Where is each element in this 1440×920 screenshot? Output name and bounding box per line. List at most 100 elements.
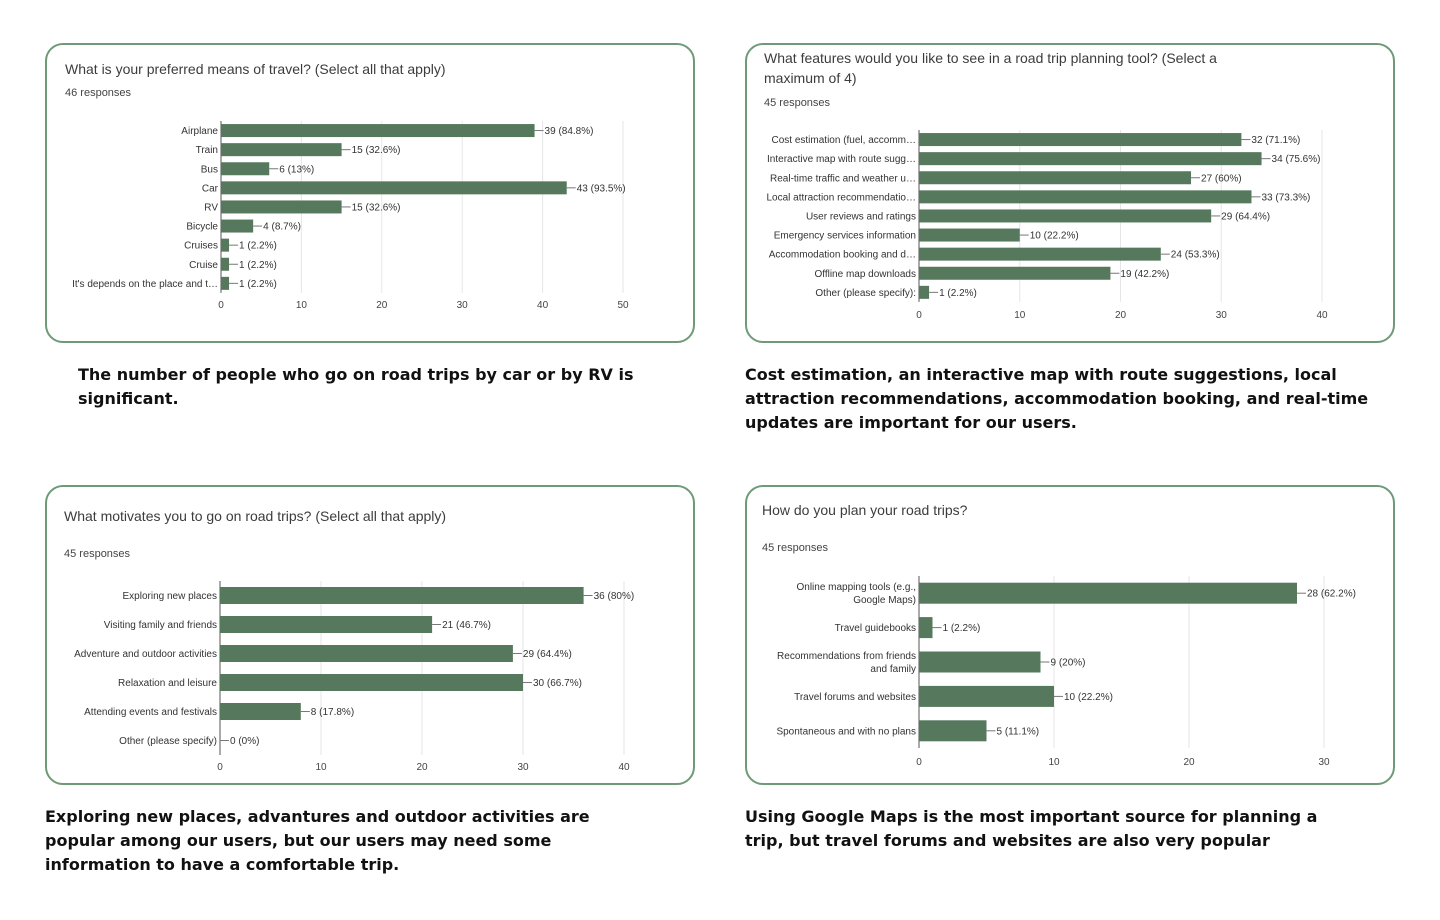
- chart-card-planning-methods: [745, 485, 1395, 785]
- category-label: Offline map downloads: [814, 269, 916, 280]
- category-label: Attending events and festivals: [84, 707, 217, 718]
- x-tick-label: 10: [1048, 757, 1060, 768]
- category-label: Local attraction recommendatio…: [766, 192, 916, 203]
- x-tick-label: 0: [218, 300, 224, 311]
- data-label: 10 (22.2%): [1064, 692, 1113, 703]
- data-label: 30 (66.7%): [533, 678, 582, 689]
- bar: [220, 703, 301, 720]
- data-label: 5 (11.1%): [997, 726, 1040, 737]
- category-label: Google Maps): [853, 595, 916, 606]
- x-tick-label: 0: [916, 757, 922, 768]
- category-label: Relaxation and leisure: [118, 678, 217, 689]
- bar: [919, 190, 1252, 204]
- category-label: Interactive map with route sugg…: [767, 154, 916, 165]
- bar: [919, 171, 1192, 185]
- category-label: Emergency services information: [774, 231, 916, 242]
- data-label: 0 (0%): [230, 736, 259, 747]
- x-tick-label: 10: [296, 300, 308, 311]
- bar: [221, 219, 254, 233]
- response-count: 45 responses: [64, 548, 131, 560]
- data-label: 4 (8.7%): [263, 222, 301, 233]
- data-label: 32 (71.1%): [1251, 135, 1300, 146]
- caption-motivations: Exploring new places, advantures and out…: [45, 807, 590, 874]
- data-label: 8 (17.8%): [311, 707, 354, 718]
- chart-title: What motivates you to go on road trips? …: [64, 508, 447, 524]
- data-label: 10 (22.2%): [1030, 231, 1079, 242]
- category-label: Spontaneous and with no plans: [776, 726, 916, 737]
- bar: [220, 587, 584, 604]
- caption-planning-tool-features: Cost estimation, an interactive map with…: [745, 365, 1369, 432]
- x-tick-label: 20: [1115, 310, 1127, 321]
- category-label: It's depends on the place and t…: [72, 279, 218, 290]
- category-label: Recommendations from friends: [777, 651, 916, 662]
- category-label: Exploring new places: [123, 591, 218, 602]
- chart-title: What is your preferred means of travel? …: [65, 61, 446, 77]
- data-label: 24 (53.3%): [1171, 250, 1220, 261]
- bar: [220, 645, 513, 662]
- bar: [221, 276, 230, 290]
- data-label: 9 (20%): [1051, 658, 1086, 669]
- category-label: Cruises: [184, 241, 218, 252]
- x-tick-label: 30: [457, 300, 469, 311]
- data-label: 39 (84.8%): [545, 126, 594, 137]
- response-count: 45 responses: [764, 97, 831, 109]
- category-label: Cruise: [189, 260, 218, 271]
- data-label: 1 (2.2%): [239, 279, 277, 290]
- category-label: Airplane: [181, 126, 218, 137]
- x-tick-label: 10: [315, 762, 327, 773]
- bar: [919, 228, 1020, 242]
- x-tick-label: 0: [916, 310, 922, 321]
- data-label: 1 (2.2%): [939, 288, 977, 299]
- bar: [221, 257, 230, 271]
- category-label: User reviews and ratings: [806, 211, 916, 222]
- category-label: Bicycle: [186, 222, 218, 233]
- category-label: Travel forums and websites: [794, 692, 916, 703]
- bar: [221, 200, 342, 214]
- bar: [221, 162, 270, 176]
- bar: [919, 133, 1242, 147]
- response-count: 46 responses: [65, 87, 132, 99]
- category-label: Travel guidebooks: [835, 623, 916, 634]
- category-label: Other (please specify): [119, 736, 217, 747]
- bar: [220, 616, 433, 633]
- category-label: Cost estimation (fuel, accomm…: [772, 135, 917, 146]
- category-label: Accommodation booking and d…: [769, 250, 916, 261]
- bar: [919, 209, 1212, 223]
- x-tick-label: 50: [617, 300, 629, 311]
- x-tick-label: 0: [217, 762, 223, 773]
- category-label: Train: [196, 145, 218, 156]
- data-label: 29 (64.4%): [1221, 211, 1270, 222]
- bar: [919, 651, 1041, 673]
- category-label: Bus: [201, 164, 218, 175]
- caption-travel-means: The number of people who go on road trip…: [78, 365, 634, 408]
- response-count: 45 responses: [762, 542, 829, 554]
- chart-title-line-1: What features would you like to see in a…: [764, 50, 1217, 66]
- bar: [221, 124, 535, 138]
- data-label: 1 (2.2%): [239, 241, 277, 252]
- x-tick-label: 30: [517, 762, 529, 773]
- bar: [919, 266, 1111, 280]
- bar: [919, 685, 1054, 707]
- data-label: 1 (2.2%): [239, 260, 277, 271]
- x-tick-label: 10: [1014, 310, 1026, 321]
- category-label: Real-time traffic and weather u…: [770, 173, 916, 184]
- data-label: 6 (13%): [279, 164, 314, 175]
- chart-title-line-2: maximum of 4): [764, 70, 857, 86]
- data-label: 27 (60%): [1201, 173, 1242, 184]
- category-label: Car: [202, 183, 219, 194]
- data-label: 28 (62.2%): [1307, 589, 1356, 600]
- data-label: 33 (73.3%): [1261, 192, 1310, 203]
- bar: [221, 181, 567, 195]
- bar: [919, 285, 930, 299]
- chart-card-motivations: [45, 485, 695, 785]
- bar: [221, 238, 230, 252]
- data-label: 21 (46.7%): [442, 620, 491, 631]
- data-label: 19 (42.2%): [1120, 269, 1169, 280]
- data-label: 29 (64.4%): [523, 649, 572, 660]
- category-label: Other (please specify):: [815, 288, 916, 299]
- data-label: 15 (32.6%): [352, 145, 401, 156]
- data-label: 36 (80%): [594, 591, 635, 602]
